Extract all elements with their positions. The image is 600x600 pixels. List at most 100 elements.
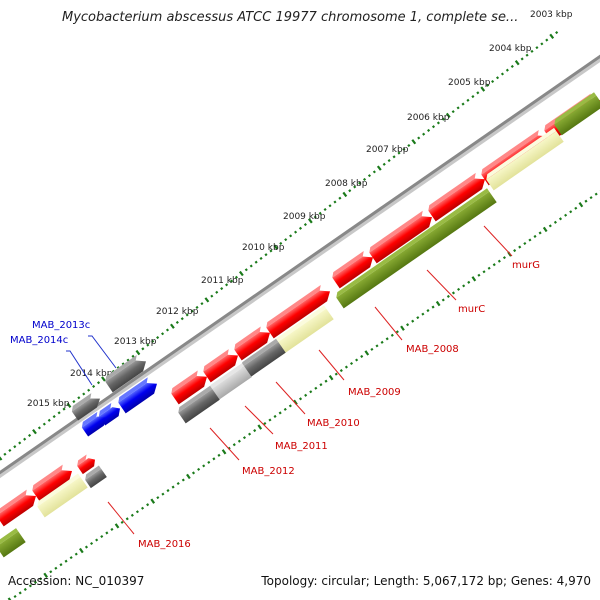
scale-tick-inner	[390, 333, 394, 337]
gene-mab-2011[interactable]	[201, 347, 242, 383]
scale-tick-outer	[249, 264, 253, 268]
rna-mab-2009[interactable]	[272, 305, 334, 356]
scale-tick-inner	[564, 213, 568, 217]
label-leader-line	[318, 349, 345, 381]
scale-tick-inner	[400, 325, 405, 331]
scale-tick-outer	[135, 349, 141, 356]
scale-tick-outer	[225, 283, 229, 287]
cds-mab-2006[interactable]	[552, 92, 600, 136]
scale-tick-inner	[375, 344, 379, 348]
gene-mab-2010[interactable]	[232, 324, 274, 361]
gene-label[interactable]: MAB_2012	[242, 466, 295, 477]
gene-mab-2017-body	[0, 495, 36, 527]
gene-mab-2015-cds[interactable]	[83, 465, 107, 489]
gene-mab-2014c-gray[interactable]	[70, 391, 104, 421]
gene-mab-2013c-gray-top	[105, 354, 137, 382]
scale-tick-inner	[283, 407, 287, 411]
gene-mab-2011-cds[interactable]	[207, 363, 252, 402]
scale-tick-outer	[0, 456, 3, 461]
scale-tick-inner	[13, 594, 17, 599]
gene-murc[interactable]	[367, 208, 436, 264]
gene-mab-2008-top	[332, 250, 364, 278]
scale-tick-outer	[141, 347, 145, 351]
scale-tick-outer	[294, 230, 298, 234]
scale-tick-outer	[220, 287, 224, 291]
scale-tick-inner	[263, 421, 267, 426]
gene-label[interactable]: murC	[458, 304, 485, 315]
scale-tick-inner	[176, 481, 180, 486]
gene-label[interactable]: MAB_2016	[138, 539, 191, 550]
scale-tick-inner	[477, 273, 481, 277]
scale-tick-outer	[269, 249, 273, 253]
scale-tick-outer	[323, 207, 327, 212]
scale-tick-outer	[411, 139, 417, 145]
scale-tick-outer	[445, 112, 451, 119]
scale-tick-inner	[293, 399, 298, 406]
gene-mab-2013c-gray[interactable]	[103, 353, 150, 393]
gene-mab-2010-cds[interactable]	[239, 338, 286, 379]
scale-tick-inner	[181, 478, 185, 482]
scale-tick-inner	[380, 340, 384, 344]
gene-mab-2013c[interactable]	[116, 375, 161, 414]
rna-murg[interactable]	[484, 127, 564, 191]
scale-tick-inner	[221, 449, 227, 455]
feature-labels: murG murC MAB_2008 MAB_2009 MAB_2010 MAB_2011…	[10, 225, 540, 550]
gene-label[interactable]: MAB_2009	[348, 387, 401, 398]
scale-tick-outer	[87, 388, 91, 392]
scale-tick-outer	[215, 290, 219, 294]
label-leader-line	[483, 225, 513, 257]
rna-mab-2016[interactable]	[35, 473, 88, 518]
scale-tick-inner	[319, 383, 323, 387]
gene-label[interactable]: MAB_2010	[307, 418, 360, 429]
gene-mab-2014c[interactable]	[80, 410, 110, 437]
scale-tick-outer	[338, 196, 342, 200]
scale-tick-inner	[140, 506, 145, 510]
scale-tick-inner	[416, 316, 420, 320]
cds-mab-2008-murg[interactable]	[334, 188, 497, 309]
scale-tick-outer	[131, 354, 135, 358]
gene-label[interactable]: MAB_2013c	[32, 320, 90, 331]
tick-label: 2012 kbp	[156, 307, 199, 317]
cds-mab-2008-murg-body	[336, 191, 497, 309]
scale-tick-outer	[392, 155, 396, 159]
scale-tick-outer	[165, 328, 170, 332]
gene-label[interactable]: MAB_2008	[406, 344, 459, 355]
scale-tick-outer	[303, 223, 307, 227]
scale-tick-inner	[446, 294, 450, 298]
scale-tick-inner	[533, 234, 537, 238]
scale-tick-outer	[259, 256, 263, 261]
scale-tick-inner	[411, 319, 415, 323]
tick-label: 2013 kbp	[114, 337, 157, 347]
scale-tick-inner	[360, 354, 364, 358]
scale-tick-outer	[82, 392, 86, 396]
cds-mab-2017[interactable]	[0, 528, 26, 558]
gene-label[interactable]: MAB_2014c	[10, 335, 68, 346]
gene-mab-2012[interactable]	[169, 368, 211, 405]
tick-label: 2009 kbp	[283, 212, 326, 222]
scale-tick-inner	[74, 552, 78, 556]
scale-tick-inner	[334, 372, 338, 376]
gene-mab-2014c-top	[81, 411, 98, 428]
tick-label: 2007 kbp	[366, 145, 409, 155]
gene-label[interactable]: MAB_2011	[275, 441, 328, 452]
gene-mab-2009[interactable]	[264, 283, 334, 339]
scale-tick-outer	[545, 38, 549, 42]
scale-tick-inner	[548, 224, 552, 228]
scale-tick-outer	[530, 49, 534, 53]
gene-mab-2016-top	[32, 464, 63, 491]
gene-label[interactable]: murG	[512, 260, 540, 271]
gene-mab-2017[interactable]	[0, 487, 40, 527]
scale-tick-outer	[505, 68, 509, 72]
gene-mab-2016[interactable]	[30, 462, 76, 502]
gene-murg[interactable]	[426, 171, 489, 222]
gene-mab-2012-cds[interactable]	[176, 385, 220, 424]
gene-mab-2007-top	[481, 129, 539, 175]
scale-tick-outer	[13, 445, 17, 449]
scale-tick-outer	[358, 181, 362, 185]
gene-mab-2008[interactable]	[330, 249, 377, 289]
scale-tick-inner	[120, 520, 124, 524]
label-leader-line	[66, 350, 93, 386]
gene-mab-2015[interactable]	[75, 452, 98, 475]
scale-tick-inner	[237, 439, 241, 443]
